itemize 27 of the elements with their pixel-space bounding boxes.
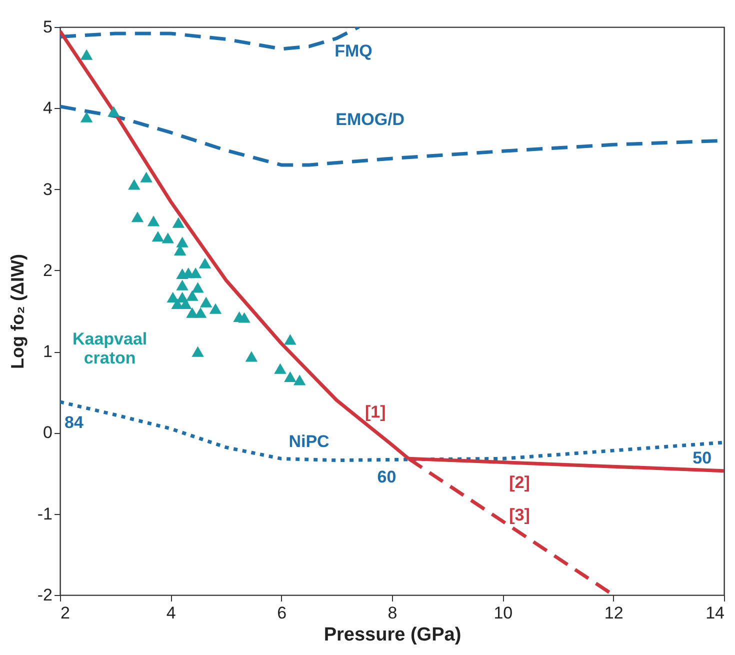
annotation: EMOG/D	[336, 110, 405, 130]
annotation: Kaapvaal craton	[72, 329, 148, 368]
annotation: 60	[377, 467, 396, 486]
y-axis-title: Log fo₂ (ΔIW)	[7, 254, 28, 369]
y-tick-label: -2	[37, 586, 52, 604]
annotation: 50	[692, 448, 712, 468]
x-tick-label: 8	[388, 604, 398, 622]
x-tick-label: 14	[706, 604, 724, 622]
y-tick-label: 2	[43, 260, 52, 280]
x-tick-label: 2	[60, 604, 70, 622]
annotation: [2]	[509, 473, 530, 492]
x-tick-label: 4	[166, 604, 176, 622]
x-axis-title: Pressure (GPa)	[324, 624, 462, 646]
annotation: FMQ	[334, 41, 372, 60]
y-tick-label: 0	[43, 423, 52, 442]
y-tick-label: -1	[37, 504, 52, 524]
y-tick-label: 1	[43, 342, 52, 362]
x-tick-label: 10	[494, 604, 513, 622]
annotation: NiPC	[288, 432, 330, 452]
x-tick-label: 12	[604, 604, 624, 622]
y-tick-label: 5	[43, 18, 52, 36]
annotation: [1]	[365, 402, 386, 422]
x-tick-label: 6	[277, 604, 287, 622]
y-tick-label: 3	[43, 180, 52, 199]
y-tick-label: 4	[43, 98, 52, 118]
annotation: [3]	[509, 505, 530, 524]
annotation: 84	[64, 412, 84, 432]
